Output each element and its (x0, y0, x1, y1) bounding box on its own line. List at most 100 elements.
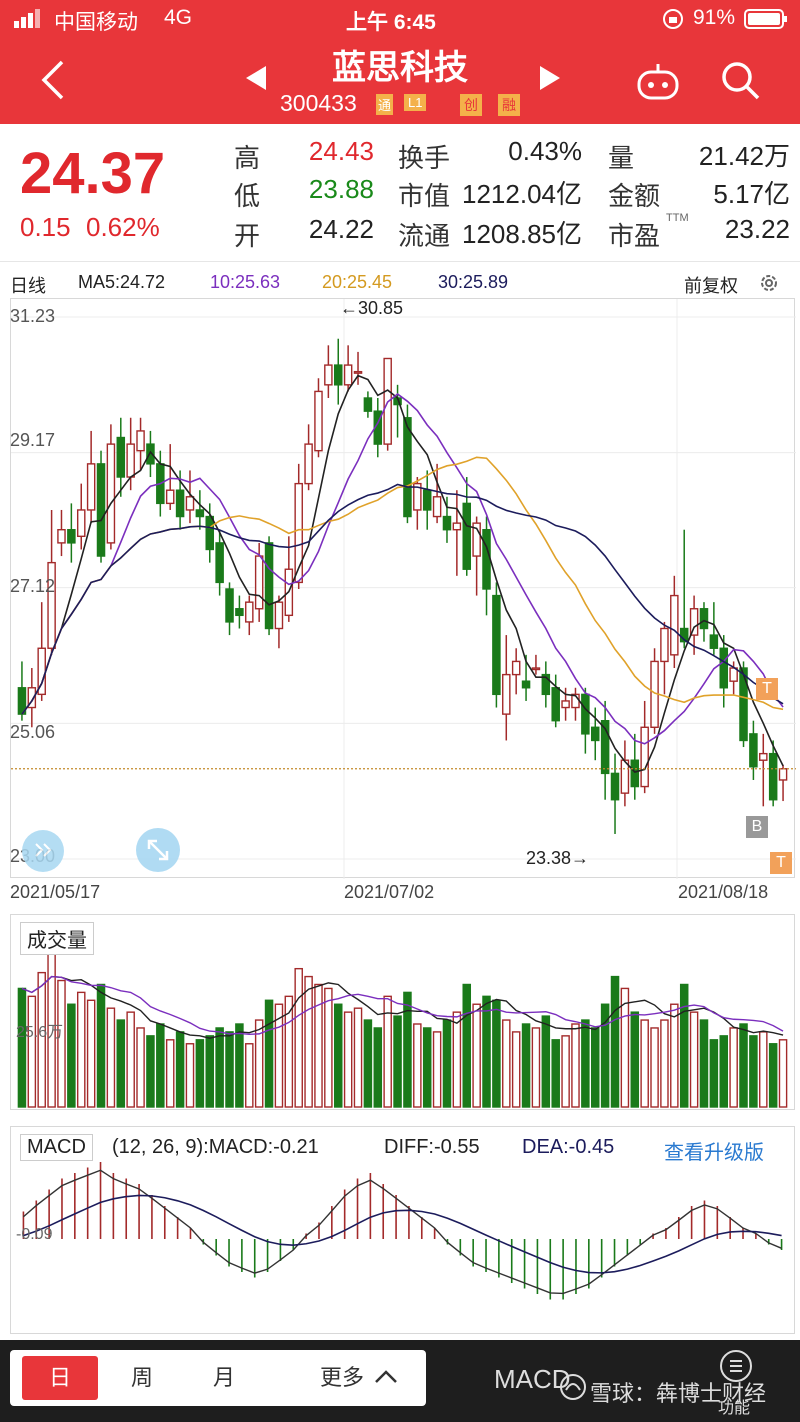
high-price-label: ←30.85 (340, 298, 404, 318)
volume-bar (531, 1027, 541, 1108)
macd-diff-line (22, 1169, 782, 1295)
volume-bar (699, 1019, 709, 1108)
candle-body (422, 489, 432, 511)
volume-bar (67, 1003, 76, 1108)
volume-bar (482, 995, 491, 1108)
y-tick-1: 31.23 (10, 306, 56, 326)
candle-body (304, 443, 313, 485)
signal-icon (14, 8, 46, 34)
battery-icon (744, 9, 788, 35)
candle-body (502, 673, 511, 715)
candle-body (353, 370, 363, 374)
prev-stock-button[interactable] (244, 64, 268, 97)
ma20-line (21, 456, 784, 715)
candle-body (610, 772, 620, 801)
candle-body (195, 509, 205, 518)
candle-body (561, 700, 570, 709)
volume-bar (37, 971, 46, 1108)
volume-bar (264, 999, 274, 1108)
float-cap-label: 流通 (398, 221, 451, 251)
volume-bar (17, 987, 27, 1108)
volume-bar (146, 1035, 155, 1108)
trade-marker-b[interactable]: B (746, 816, 768, 838)
tab-week[interactable]: 周 (130, 1365, 153, 1390)
market-cap-label: 市值 (398, 181, 451, 211)
candle-body (630, 759, 640, 788)
candle-body (333, 364, 343, 386)
candle-body (76, 509, 86, 538)
volume-bar (689, 1011, 699, 1108)
volume-bar (581, 1019, 590, 1108)
candle-body (521, 680, 531, 689)
volume-bar (57, 979, 66, 1108)
badge-l1: L1 (404, 94, 427, 111)
volume-bar (235, 1023, 244, 1108)
volume-bar (759, 1031, 768, 1108)
volume-bar (126, 1011, 135, 1108)
tab-month[interactable]: 月 (212, 1365, 235, 1390)
candle-body (185, 496, 195, 511)
trade-marker-t2[interactable]: T (770, 852, 792, 874)
volume-bar (86, 999, 96, 1108)
ma20-legend: 20:25.45 (322, 272, 393, 292)
candle-body (768, 752, 778, 801)
y-tick-4: 25.06 (10, 722, 56, 742)
volume-bar (709, 1039, 719, 1108)
tab-more[interactable]: 更多 (319, 1365, 364, 1390)
robot-assistant-icon[interactable] (636, 62, 680, 107)
search-icon[interactable] (720, 60, 762, 107)
indicator-button[interactable]: MACD (494, 1364, 571, 1394)
price-change: 0.15 (20, 212, 71, 242)
volume-bar (106, 1007, 116, 1108)
volume-bar (413, 1023, 422, 1108)
volume-bar (363, 1019, 373, 1108)
turnover-value: 0.43% (508, 136, 582, 166)
candle-body (264, 542, 274, 630)
volume-bar (254, 1019, 264, 1108)
candle-body (413, 482, 422, 511)
macd-panel[interactable] (10, 1126, 795, 1334)
volume-bar (383, 995, 392, 1108)
back-button[interactable] (38, 58, 68, 107)
candle-body (165, 489, 175, 505)
volume-bar (96, 983, 106, 1108)
open-value: 24.22 (308, 214, 374, 244)
menu-icon[interactable] (720, 1350, 752, 1382)
badge-chuang: 创 (460, 94, 482, 116)
kline-panel[interactable] (10, 298, 796, 879)
candle-body (719, 647, 729, 689)
volume-bar (650, 1027, 659, 1108)
volume-bar (185, 1043, 195, 1108)
candle-body (254, 555, 264, 610)
tab-day[interactable]: 日 (22, 1356, 98, 1400)
volume-bar (620, 987, 630, 1108)
volume-bar (324, 987, 333, 1108)
volume-bar (561, 1035, 570, 1108)
volume-bar (462, 983, 472, 1108)
volume-bar (215, 1027, 224, 1108)
candle-body (749, 733, 758, 768)
low-label: 低 (234, 181, 261, 211)
high-label: 高 (234, 143, 261, 173)
volume-panel[interactable] (10, 914, 795, 1110)
volume-bar (551, 1039, 560, 1108)
upgrade-link[interactable]: 查看升级版 (664, 1142, 764, 1164)
fullscreen-icon[interactable] (136, 828, 180, 872)
candle-body (175, 489, 185, 518)
expand-left-icon[interactable] (22, 830, 64, 872)
candle-body (482, 529, 491, 590)
volume-bar (165, 1039, 175, 1108)
chevron-up-icon[interactable] (374, 1368, 398, 1391)
next-stock-button[interactable] (538, 64, 562, 97)
volume-bar (27, 995, 37, 1108)
candle-body (660, 627, 669, 663)
settings-gear-icon[interactable] (758, 272, 780, 299)
candle-body (106, 443, 116, 544)
trade-marker-t1[interactable]: T (756, 678, 778, 700)
adjust-label[interactable]: 前复权 (684, 276, 738, 296)
menu-label[interactable]: 功能 (718, 1400, 751, 1417)
macd-title: MACD (20, 1134, 93, 1161)
volume-bar (403, 991, 412, 1108)
volume-bar (245, 1043, 254, 1108)
candle-body (432, 496, 442, 518)
